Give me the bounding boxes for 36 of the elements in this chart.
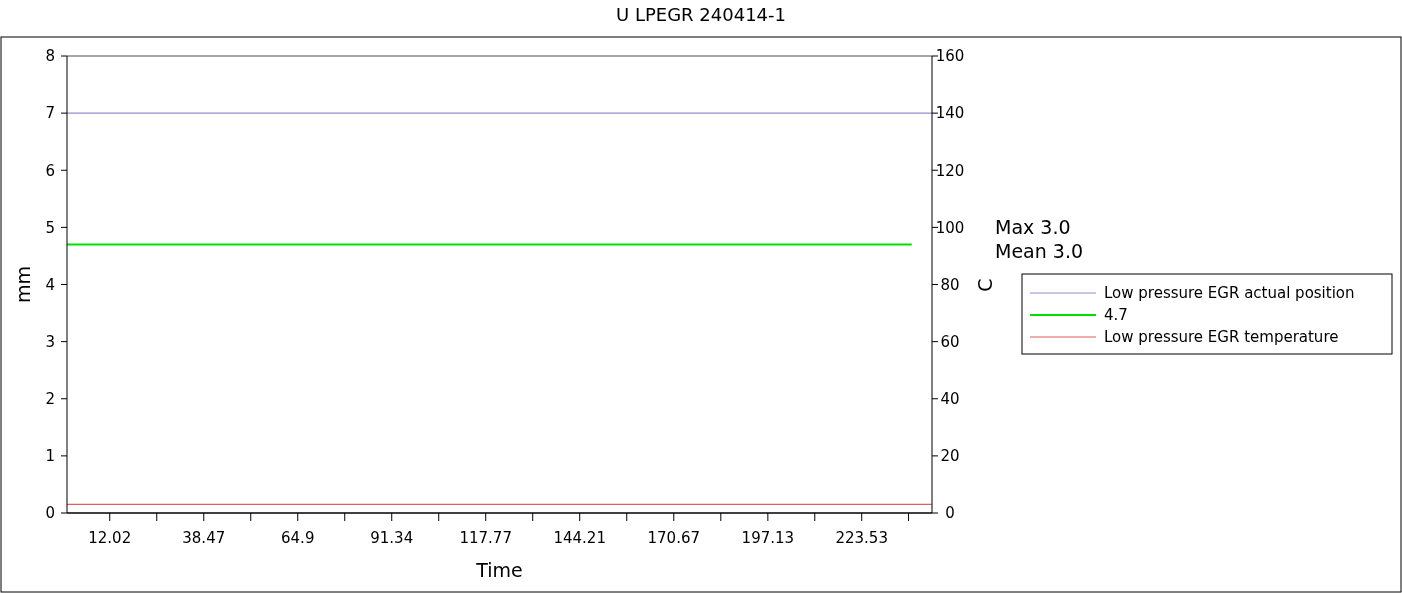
text: Max 3.0 (995, 216, 1071, 238)
x-tick-label: 117.77 (459, 529, 512, 547)
y-tick-label: 2 (45, 390, 55, 408)
y2-tick-label: 0 (945, 504, 955, 523)
y-tick-label: 6 (45, 161, 55, 180)
y2-tick-label: 40 (940, 390, 960, 408)
y-tick-label: 4 (45, 275, 55, 294)
x-tick-label: 144.21 (553, 529, 606, 547)
y-tick-label: 8 (45, 47, 55, 66)
y-tick-label: 1 (45, 447, 55, 466)
x-tick-label: 223.53 (835, 529, 888, 547)
legend-label: Low pressure EGR actual position (1104, 284, 1355, 303)
x-axis-title: Time (475, 559, 523, 581)
y-tick-label: 5 (45, 218, 55, 237)
y-axis-title: mm (12, 265, 34, 304)
text: Mean 3.0 (995, 240, 1084, 262)
x-tick-label: 64.9 (281, 529, 315, 547)
x-tick-label: 91.34 (370, 529, 414, 547)
y2-tick-label: 120 (935, 161, 965, 180)
x-tick-label: 197.13 (741, 529, 795, 547)
y2-tick-label: 80 (940, 275, 960, 294)
y2-tick-label: 20 (940, 447, 960, 466)
x-tick-label: 170.67 (647, 529, 701, 547)
chart-title: U LPEGR 240414-1 (616, 4, 786, 25)
y2-axis-title: C (974, 278, 996, 292)
y-tick-label: 3 (45, 332, 55, 351)
y-tick-label: 7 (45, 104, 55, 123)
legend-label: 4.7 (1104, 306, 1128, 325)
y2-tick-label: 60 (940, 332, 960, 351)
y2-tick-label: 140 (935, 104, 965, 123)
x-tick-label: 12.02 (88, 529, 132, 547)
y2-tick-label: 100 (935, 218, 965, 237)
y-tick-label: 0 (45, 504, 55, 523)
legend-label: Low pressure EGR temperature (1104, 328, 1339, 347)
x-tick-label: 38.47 (182, 529, 226, 547)
y2-tick-label: 160 (935, 47, 965, 66)
